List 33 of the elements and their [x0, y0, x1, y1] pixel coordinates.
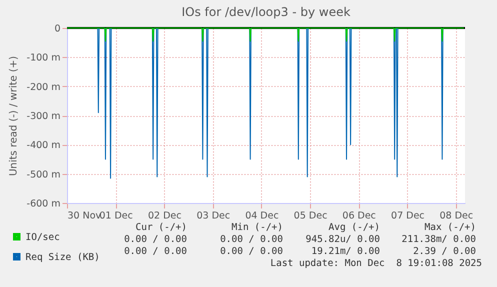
y-tick-label: -500 m	[26, 169, 60, 180]
x-tick-label: 05 Dec	[294, 210, 328, 222]
text: Max (-/+)	[424, 222, 476, 233]
legend-label: Req Size (KB)	[26, 252, 100, 263]
y-tick-label: -100 m	[26, 52, 60, 64]
text: 0.00 / 0.00	[220, 246, 283, 257]
x-tick-label: 04 Dec	[245, 210, 279, 222]
text: 211.38m/ 0.00	[402, 234, 476, 245]
chart-title: IOs for /dev/loop3 - by week	[182, 5, 350, 19]
y-tick-label: -300 m	[26, 111, 60, 122]
x-tick-label: 02 Dec	[148, 210, 182, 222]
text: 0.00 / 0.00	[124, 246, 187, 257]
x-tick-label: 08 Dec	[440, 210, 474, 222]
x-tick-label: 06 Dec	[342, 210, 376, 222]
x-tick-label: 30 Nov	[68, 210, 102, 222]
text: Last update: Mon Dec 8 19:01:08 2025	[270, 258, 482, 269]
y-tick-label: -600 m	[26, 198, 60, 210]
y-axis-title: Units read (-) / write (+)	[8, 56, 20, 176]
text: 0.00 / 0.00	[124, 234, 187, 245]
y-tick-label: -200 m	[26, 82, 60, 93]
text: 945.82u/ 0.00	[306, 234, 380, 245]
y-tick-label: 0	[54, 24, 60, 34]
legend-label: IO/sec	[26, 232, 60, 243]
text: 0.00 / 0.00	[220, 234, 283, 245]
y-tick-label: -400 m	[26, 140, 60, 152]
text: Avg (-/+)	[328, 222, 380, 233]
text: 19.21m/ 0.00	[311, 246, 380, 257]
x-tick-label: 03 Dec	[196, 210, 230, 222]
x-tick-label: 01 Dec	[99, 210, 133, 222]
x-tick-label: 07 Dec	[391, 210, 425, 222]
text: Cur (-/+)	[136, 222, 187, 233]
text: 2.39 / 0.00	[413, 246, 476, 257]
text: Min (-/+)	[232, 222, 283, 233]
